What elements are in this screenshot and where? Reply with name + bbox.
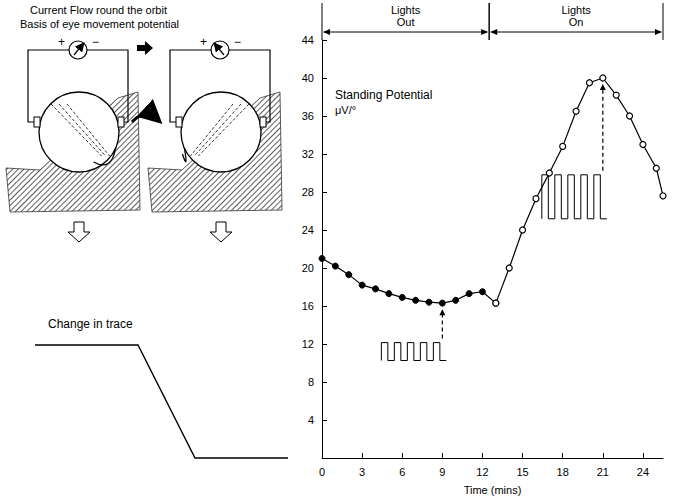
svg-text:18: 18 — [557, 466, 569, 478]
svg-text:Basis of eye movement potentia: Basis of eye movement potential — [20, 18, 179, 30]
svg-text:24: 24 — [637, 466, 649, 478]
svg-text:μV/°: μV/° — [335, 104, 356, 116]
svg-text:Lights: Lights — [391, 4, 421, 16]
svg-text:3: 3 — [359, 466, 365, 478]
svg-text:Current Flow round the orbit: Current Flow round the orbit — [30, 4, 167, 16]
svg-text:40: 40 — [302, 72, 314, 84]
svg-text:15: 15 — [516, 466, 528, 478]
svg-text:32: 32 — [302, 148, 314, 160]
svg-text:Lights: Lights — [561, 4, 591, 16]
svg-text:28: 28 — [302, 186, 314, 198]
svg-text:12: 12 — [476, 466, 488, 478]
svg-text:24: 24 — [302, 224, 314, 236]
svg-text:+: + — [200, 35, 207, 49]
svg-text:21: 21 — [597, 466, 609, 478]
svg-text:4: 4 — [308, 414, 314, 426]
svg-text:16: 16 — [302, 300, 314, 312]
svg-text:Time (mins): Time (mins) — [464, 484, 522, 496]
svg-text:8: 8 — [308, 376, 314, 388]
svg-text:Change in trace: Change in trace — [48, 317, 133, 331]
svg-text:12: 12 — [302, 338, 314, 350]
svg-text:−: − — [92, 35, 99, 49]
svg-text:44: 44 — [302, 34, 314, 46]
svg-text:+: + — [58, 35, 65, 49]
svg-text:−: − — [234, 35, 241, 49]
svg-text:9: 9 — [439, 466, 445, 478]
svg-text:36: 36 — [302, 110, 314, 122]
svg-text:20: 20 — [302, 262, 314, 274]
svg-text:On: On — [569, 16, 584, 28]
svg-text:0: 0 — [319, 466, 325, 478]
svg-text:Out: Out — [397, 16, 415, 28]
svg-text:6: 6 — [399, 466, 405, 478]
svg-text:Standing Potential: Standing Potential — [335, 88, 432, 102]
